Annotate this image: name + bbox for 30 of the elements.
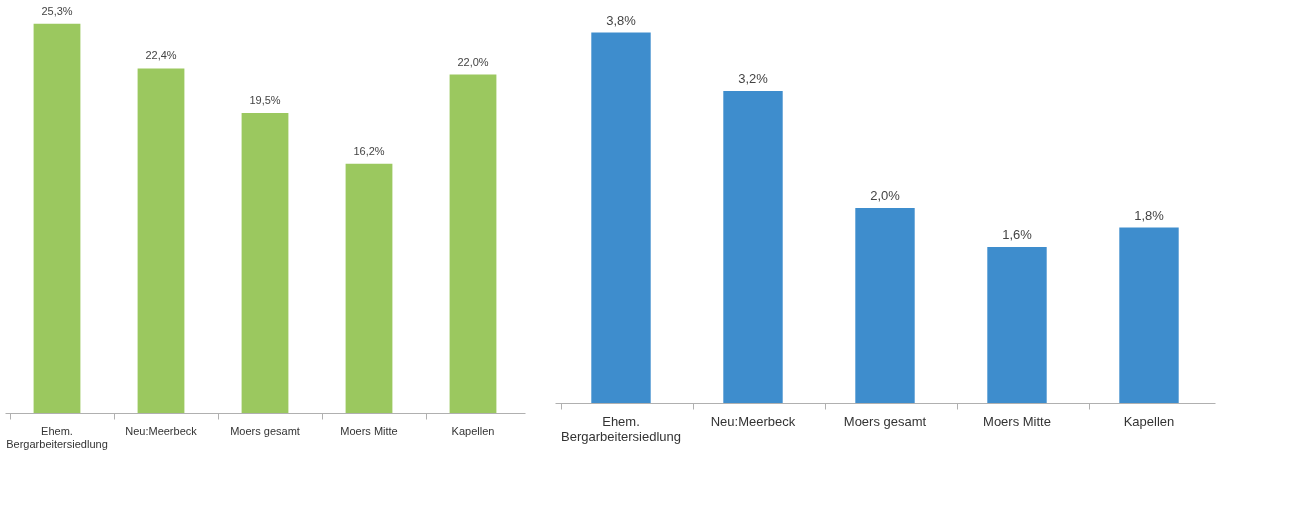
bar	[723, 91, 783, 403]
data-label: 3,2%	[738, 71, 769, 86]
x-tick-label: Kapellen	[1123, 413, 1175, 429]
data-label: 16,2%	[353, 144, 385, 157]
data-label: 22,4%	[145, 49, 177, 62]
x-tick-label: Moers gesamt	[230, 424, 300, 437]
data-label: 3,8%	[606, 12, 637, 28]
bar	[855, 208, 915, 403]
bar	[449, 74, 497, 413]
data-label: 25,3%	[41, 4, 73, 17]
bar	[33, 23, 81, 413]
data-label: 1,6%	[1002, 227, 1033, 242]
bar	[1119, 227, 1179, 403]
x-tick-label: Kapellen	[451, 424, 495, 437]
x-tick-label: Moers Mitte	[983, 413, 1051, 429]
data-label: 1,8%	[1134, 207, 1165, 223]
x-tick-label: Neu:Meerbeck	[710, 413, 796, 429]
x-tick-label: Neu:Meerbeck	[125, 424, 198, 437]
bar	[987, 247, 1047, 403]
bar	[345, 163, 393, 413]
x-tick-label: Ehem. Bergarbeitersiedlung	[561, 413, 681, 444]
bar	[241, 113, 289, 413]
x-tick-label: Moers gesamt	[843, 413, 927, 429]
bar	[137, 68, 185, 413]
data-label: 2,0%	[870, 188, 901, 203]
x-tick-label: Moers Mitte	[340, 424, 398, 437]
data-label: 19,5%	[249, 94, 281, 106]
data-label: 22,0%	[457, 55, 489, 68]
x-tick-label: Ehem. Bergarbeitersiedlung	[6, 424, 108, 450]
bar	[591, 32, 651, 403]
